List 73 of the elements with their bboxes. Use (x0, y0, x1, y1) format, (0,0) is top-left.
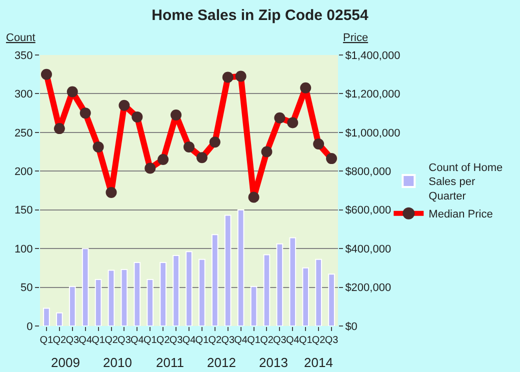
x-tick-label: Q3 (169, 335, 184, 346)
bar (82, 248, 89, 326)
x-tick-label: Q1 (40, 335, 54, 346)
y2-tick-label: $800,000 (345, 166, 392, 178)
x-tick-label: Q2 (104, 335, 118, 346)
bar (302, 267, 310, 326)
x-tick-label: Q1 (298, 335, 313, 346)
x-tick-label: Q1 (92, 335, 106, 346)
bar (315, 258, 322, 326)
x-tick-label: Q4 (78, 335, 92, 346)
y2-tick-label: $1,200,000 (345, 88, 400, 101)
x-tick-label: Q3 (273, 335, 287, 346)
x-tick-label: Q1 (247, 335, 261, 346)
bar (172, 255, 180, 326)
x-tick-label: Q2 (260, 335, 274, 346)
y2-tick-label: $1,400,000 (345, 50, 400, 62)
bar (198, 258, 206, 326)
x-tick-label: Q2 (52, 335, 67, 346)
x-tick-label: Q3 (66, 335, 80, 346)
y-tick-label: 0 (26, 320, 33, 333)
bar (43, 308, 50, 326)
y2-tick-label: $1,000,000 (345, 127, 400, 140)
y-tick-label: 300 (14, 88, 33, 101)
legend-label: Median Price (428, 208, 493, 221)
y-axis-title: Count (6, 32, 36, 44)
x-tick-label: Q4 (182, 335, 196, 346)
text: 2010 (103, 355, 132, 370)
x-tick-label: Q2 (156, 335, 170, 346)
bar (212, 234, 218, 326)
x-tick-label: Q3 (324, 335, 339, 346)
text: 2013 (259, 355, 288, 370)
text: 2014 (304, 355, 333, 370)
bar (134, 262, 141, 326)
y-tick-label: 150 (14, 204, 33, 217)
x-tick-label: Q2 (312, 335, 326, 346)
bar (68, 286, 76, 326)
bar (250, 286, 258, 326)
x-tick-label: Q3 (221, 335, 235, 346)
y-tick-label: 250 (14, 127, 33, 140)
text: 2012 (207, 355, 236, 370)
bar (146, 279, 154, 326)
y-tick-label: 200 (14, 166, 33, 178)
bar (276, 243, 284, 326)
bar (120, 268, 128, 326)
bar (237, 209, 244, 326)
x-tick-label: Q2 (208, 335, 222, 346)
x-tick-label: Q4 (286, 335, 300, 346)
y2-tick-label: $200,000 (345, 282, 392, 294)
y-tick-label: 350 (14, 50, 33, 62)
bar (289, 237, 296, 326)
x-tick-label: Q1 (143, 335, 158, 346)
x-tick-label: Q3 (118, 335, 132, 346)
bar (56, 312, 63, 326)
y2-tick-label: $600,000 (345, 204, 392, 217)
bar (186, 251, 192, 326)
bar (224, 214, 232, 326)
y-tick-label: 50 (20, 282, 33, 294)
bar (94, 279, 102, 326)
bar (328, 274, 335, 326)
legend-label: Count of Home Sales per Quarter (428, 162, 503, 203)
y2-axis-title: Price (343, 32, 368, 44)
bar (160, 262, 166, 326)
x-tick-label: Q4 (234, 335, 248, 346)
x-tick-label: Q1 (195, 335, 210, 346)
text: 2011 (156, 355, 184, 370)
y-tick-label: 100 (14, 243, 33, 256)
text: 2009 (51, 355, 80, 370)
bar (108, 270, 115, 326)
y2-tick-label: $400,000 (345, 243, 392, 256)
chart-title: Home Sales in Zip Code 02554 (152, 6, 370, 24)
bar (263, 254, 270, 326)
x-tick-label: Q4 (130, 335, 144, 346)
y2-tick-label: $0 (345, 320, 358, 333)
